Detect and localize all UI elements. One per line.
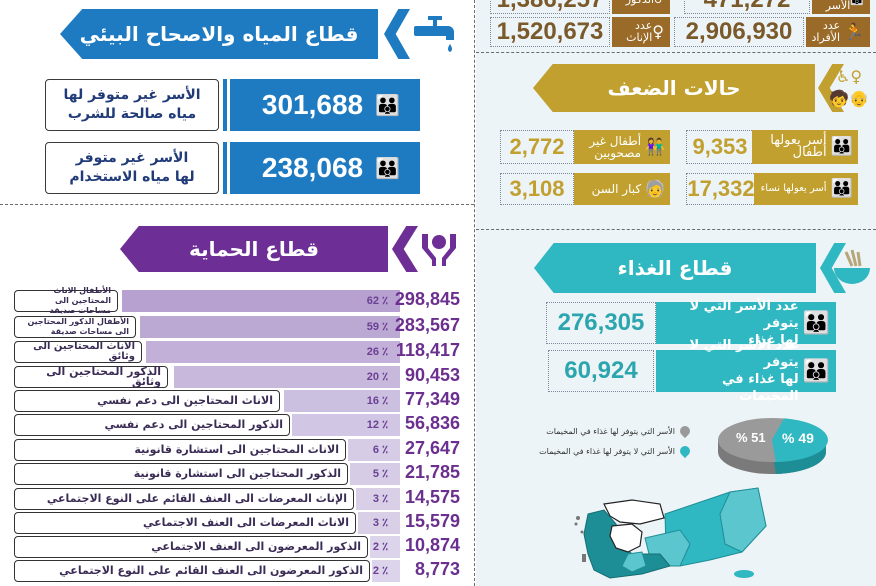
women-headed-value: 17,332 — [686, 173, 756, 205]
vulnerability-title: حالات الضعف — [607, 76, 741, 100]
percentage-bar — [284, 390, 400, 412]
percentage-bar — [292, 414, 400, 436]
food-title: قطاع الغذاء — [617, 256, 733, 280]
legend-item-available: الأسر التي يتوفر لها غذاء في المخيمات — [530, 423, 693, 439]
yemen-map — [570, 474, 820, 586]
water-drinking-card: 301,688 👪 — [230, 79, 420, 131]
males-value: 1,386,257 — [490, 0, 610, 14]
protection-row: 20 ٪ الذكور المحتاجين الى وثائق 90,453 — [14, 365, 472, 388]
family-icon: 👪 — [830, 178, 853, 199]
males-label: ♂ الذكور — [612, 0, 670, 14]
food-pie-chart: % 51 % 49 — [716, 418, 828, 478]
percentage-bar — [358, 512, 400, 534]
grain-bowl-icon — [832, 248, 872, 288]
family-icon: 👪 — [375, 94, 400, 117]
protection-row: 16 ٪ الاناث المحتاجين الى دعم نفسي 77,34… — [14, 389, 472, 412]
percentage-bar — [174, 366, 400, 388]
child-headed-label: 👪 أسر يعولها أطفال — [752, 130, 858, 164]
food-camp-households-label: 👪 عدد الأسر التي لا يتوفر لها غذاء في ال… — [656, 338, 836, 404]
water-title: قطاع المياه والاصحاح البيئي — [79, 22, 359, 46]
water-drinking-value: 301,688 — [261, 89, 364, 120]
map-pin-icon — [677, 443, 693, 459]
percentage-bar — [372, 560, 400, 582]
map-pin-icon — [677, 423, 693, 439]
percentage-bar — [370, 536, 400, 558]
households-value: 471,272 — [684, 0, 810, 14]
elderly-value: 3,108 — [500, 173, 574, 205]
protection-row: 3 ٪ الاناث المعرضات الى العنف الاجتماعي … — [14, 511, 472, 534]
child-headed-value: 9,353 — [686, 130, 754, 164]
percentage-bar — [356, 488, 400, 510]
individuals-label: 🏃 عدد الأفراد — [806, 17, 870, 47]
percentage-bar — [122, 290, 400, 312]
individuals-value: 2,906,930 — [674, 17, 804, 47]
percentage-bar — [348, 439, 400, 461]
protection-row: 12 ٪ الذكور المحتاجين الى دعم نفسي 56,83… — [14, 413, 472, 436]
elderly-label: 🧓 كبار السن — [574, 173, 670, 205]
water-use-card: 238,068 👪 — [230, 142, 420, 194]
elderly-person-icon: 🧓 — [645, 179, 665, 198]
water-separator — [223, 142, 227, 194]
food-banner: قطاع الغذاء — [534, 243, 816, 293]
children-icon: 👫 — [645, 137, 665, 156]
family-icon: 👪 — [802, 358, 830, 384]
female-icon: ♀ — [652, 22, 664, 41]
section-divider-vulnerability — [476, 229, 876, 230]
family-icon: 👪 — [850, 0, 864, 6]
water-banner: قطاع المياه والاصحاح البيئي — [60, 9, 378, 59]
water-use-value: 238,068 — [261, 152, 364, 183]
protection-row: 3 ٪ الإناث المعرضات الى العنف القائم على… — [14, 487, 472, 510]
protection-row: 2 ٪ الذكور المعرضون الى العنف القائم على… — [14, 559, 472, 582]
male-icon: ♂ — [654, 0, 664, 6]
vulnerable-groups-icon: ♿♀ 🧒👴 — [829, 67, 869, 108]
protection-banner: قطاع الحماية — [120, 226, 388, 272]
percentage-bar — [140, 316, 400, 338]
column-divider — [474, 0, 475, 586]
family-icon: 👪 — [802, 310, 830, 336]
food-camp-households-value: 60,924 — [548, 350, 654, 392]
percentage-bar — [146, 341, 400, 363]
vulnerability-banner: حالات الضعف — [533, 64, 815, 112]
section-divider-water — [0, 204, 474, 205]
protection-title: قطاع الحماية — [188, 237, 320, 261]
water-separator — [223, 79, 227, 131]
protecting-hands-icon — [418, 228, 460, 270]
households-label: 👪 عدد الأسر — [812, 0, 870, 14]
person-running-icon: 🏃 — [844, 22, 864, 41]
unaccompanied-label: 👫 أطفال غير مصحوبين — [574, 130, 670, 164]
food-households-value: 276,305 — [546, 302, 656, 344]
protection-row: 6 ٪ الاناث المحتاجين الى استشارة قانونية… — [14, 438, 472, 461]
protection-row: 5 ٪ الذكور المحتاجين الى استشارة قانونية… — [14, 462, 472, 485]
percentage-bar — [350, 463, 400, 485]
water-tap-icon — [412, 14, 462, 58]
pie-label-unavailable: % 49 — [782, 430, 814, 446]
pie-label-available: % 51 — [736, 430, 766, 445]
water-drinking-label: الأسر غير متوفر لها مياه صالحة للشرب — [45, 79, 219, 131]
females-label: ♀ عدد الإناث — [612, 17, 670, 47]
females-value: 1,520,673 — [490, 17, 610, 47]
protection-row: 26 ٪ الاناث المحتاجين الى وثائق 118,417 — [14, 340, 472, 363]
women-headed-label: 👪 أسر يعولها نساء — [754, 173, 858, 205]
protection-row: 2 ٪ الذكور المعرضون الى العنف الاجتماعي … — [14, 535, 472, 558]
section-divider-demographics — [476, 52, 876, 53]
protection-row: 59 ٪ الأطفال الذكور المحتاجين الى مساحات… — [14, 315, 472, 338]
family-icon: 👪 — [375, 157, 400, 180]
protection-row: 62 ٪ الأطفال الاناث المحتاجين الى مساحات… — [14, 286, 472, 315]
family-icon: 👪 — [830, 136, 853, 157]
unaccompanied-value: 2,772 — [500, 130, 574, 164]
water-use-label: الأسر غير متوفر لها مياه الاستخدام — [45, 142, 219, 194]
food-households-label: 👪 عدد الأسر التي لا يتوفر لها غذاء — [656, 299, 836, 348]
legend-item-unavailable: الأسر التي لا يتوفر لها غذاء في المخيمات — [524, 443, 693, 459]
